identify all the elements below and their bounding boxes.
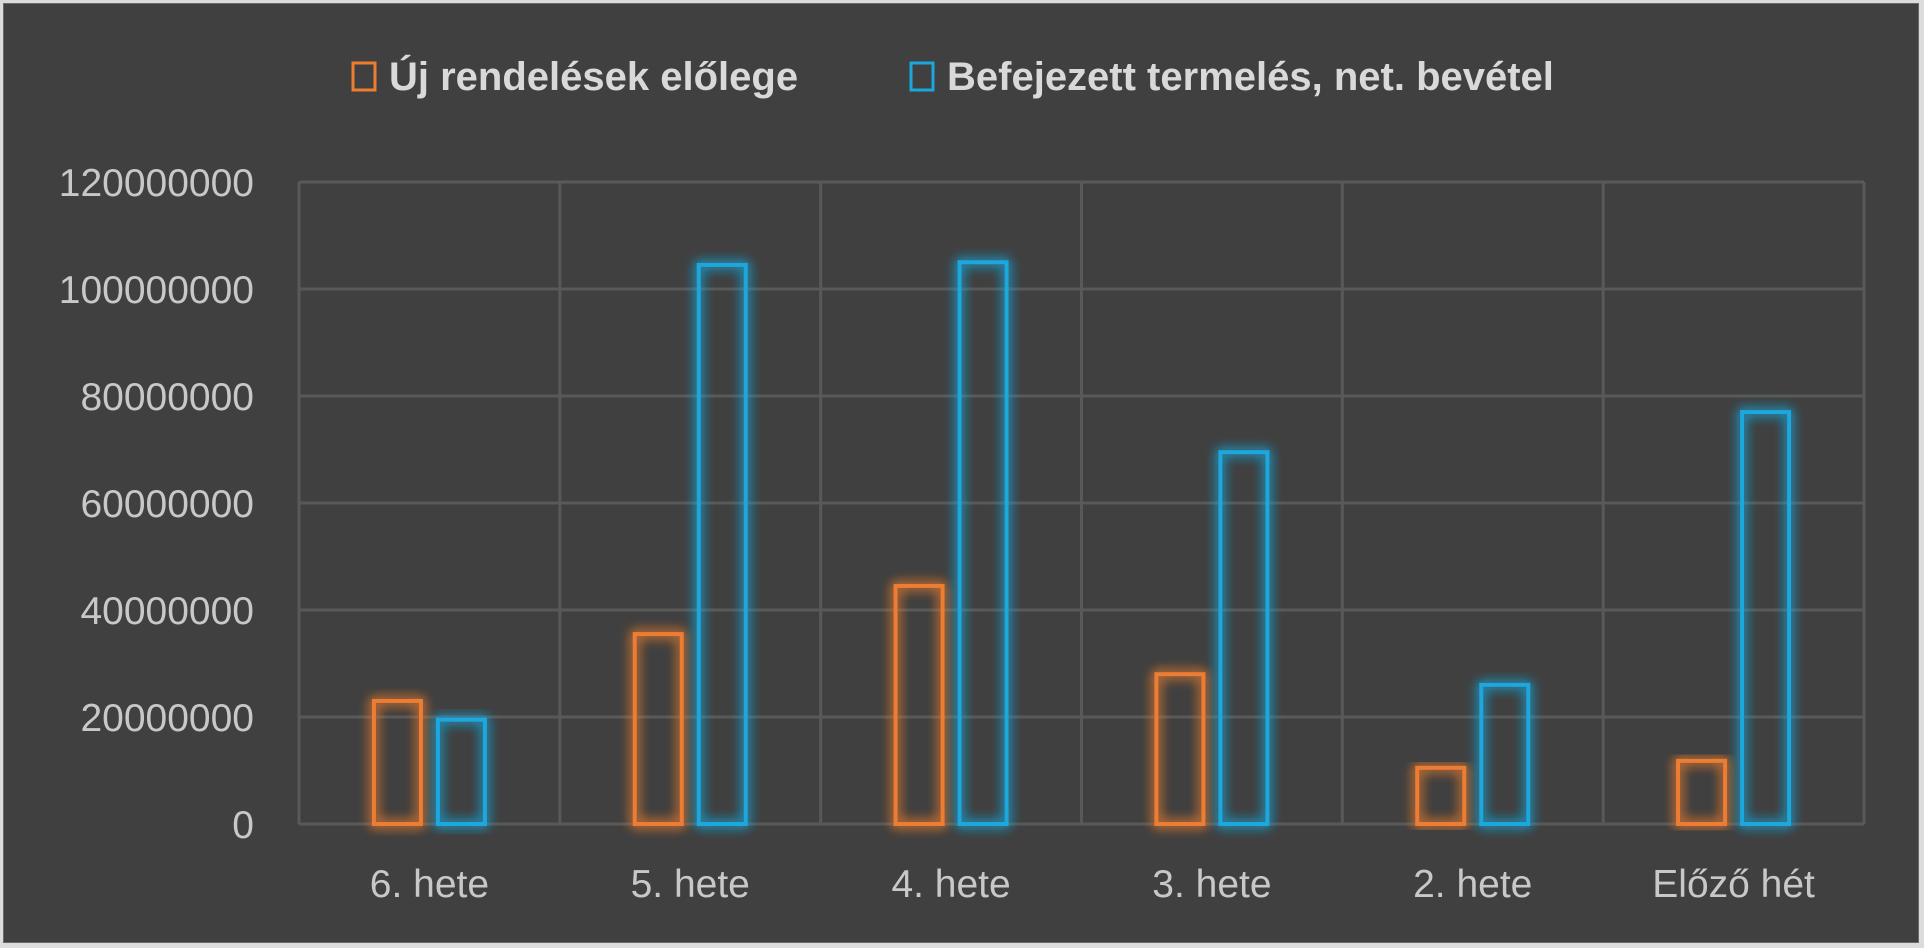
legend-swatch-series-1	[351, 61, 377, 92]
y-axis: 0 20000000 40000000 60000000 80000000 1000000…	[59, 162, 254, 847]
bar-series-2-1[interactable]	[696, 262, 748, 826]
bar-series-1-0[interactable]	[371, 698, 423, 827]
x-tick-label-5: Előző hét	[1652, 863, 1815, 906]
x-tick-label-3: 3. hete	[1152, 863, 1271, 906]
x-tick-label-2: 4. hete	[891, 863, 1010, 906]
x-tick-label-0: 6. hete	[370, 863, 489, 906]
legend-label-series-2: Befejezett termelés, net. bevétel	[947, 55, 1554, 99]
y-tick-label-3: 60000000	[80, 483, 254, 526]
legend-swatch-series-2	[909, 61, 935, 92]
y-tick-label-4: 80000000	[80, 376, 254, 419]
bar-series-1-2[interactable]	[893, 583, 945, 826]
chart-frame: Új rendelések előlege Befejezett termelé…	[3, 3, 1919, 943]
bar-series-2-5[interactable]	[1740, 410, 1792, 826]
bar-series-2-2[interactable]	[957, 260, 1009, 826]
bar-series-2-4[interactable]	[1479, 682, 1531, 827]
y-tick-label-5: 100000000	[59, 269, 254, 312]
bar-series-2-3[interactable]	[1218, 450, 1270, 826]
legend-label-series-1: Új rendelések előlege	[389, 53, 798, 99]
gridlines	[297, 180, 1866, 826]
legend-item-series-1[interactable]: Új rendelések előlege	[351, 53, 798, 99]
x-tick-label-1: 5. hete	[631, 863, 750, 906]
legend: Új rendelések előlege Befejezett termelé…	[351, 53, 1554, 99]
y-tick-label-6: 120000000	[59, 162, 254, 205]
y-tick-label-0: 0	[232, 804, 254, 847]
legend-item-series-2[interactable]: Befejezett termelés, net. bevétel	[909, 55, 1554, 99]
y-tick-label-2: 40000000	[80, 590, 254, 633]
bar-series-1-1[interactable]	[632, 632, 684, 827]
bars	[371, 260, 1792, 827]
bar-chart: Új rendelések előlege Befejezett termelé…	[59, 53, 1866, 906]
bar-series-1-5[interactable]	[1676, 758, 1728, 826]
bar-series-1-4[interactable]	[1415, 765, 1467, 827]
bar-series-1-3[interactable]	[1154, 672, 1206, 827]
x-tick-label-4: 2. hete	[1413, 863, 1532, 906]
y-tick-label-1: 20000000	[80, 697, 254, 740]
x-axis: 6. hete 5. hete 4. hete 3. hete 2. hete Előző…	[370, 863, 1815, 906]
bar-series-2-0[interactable]	[435, 717, 487, 826]
